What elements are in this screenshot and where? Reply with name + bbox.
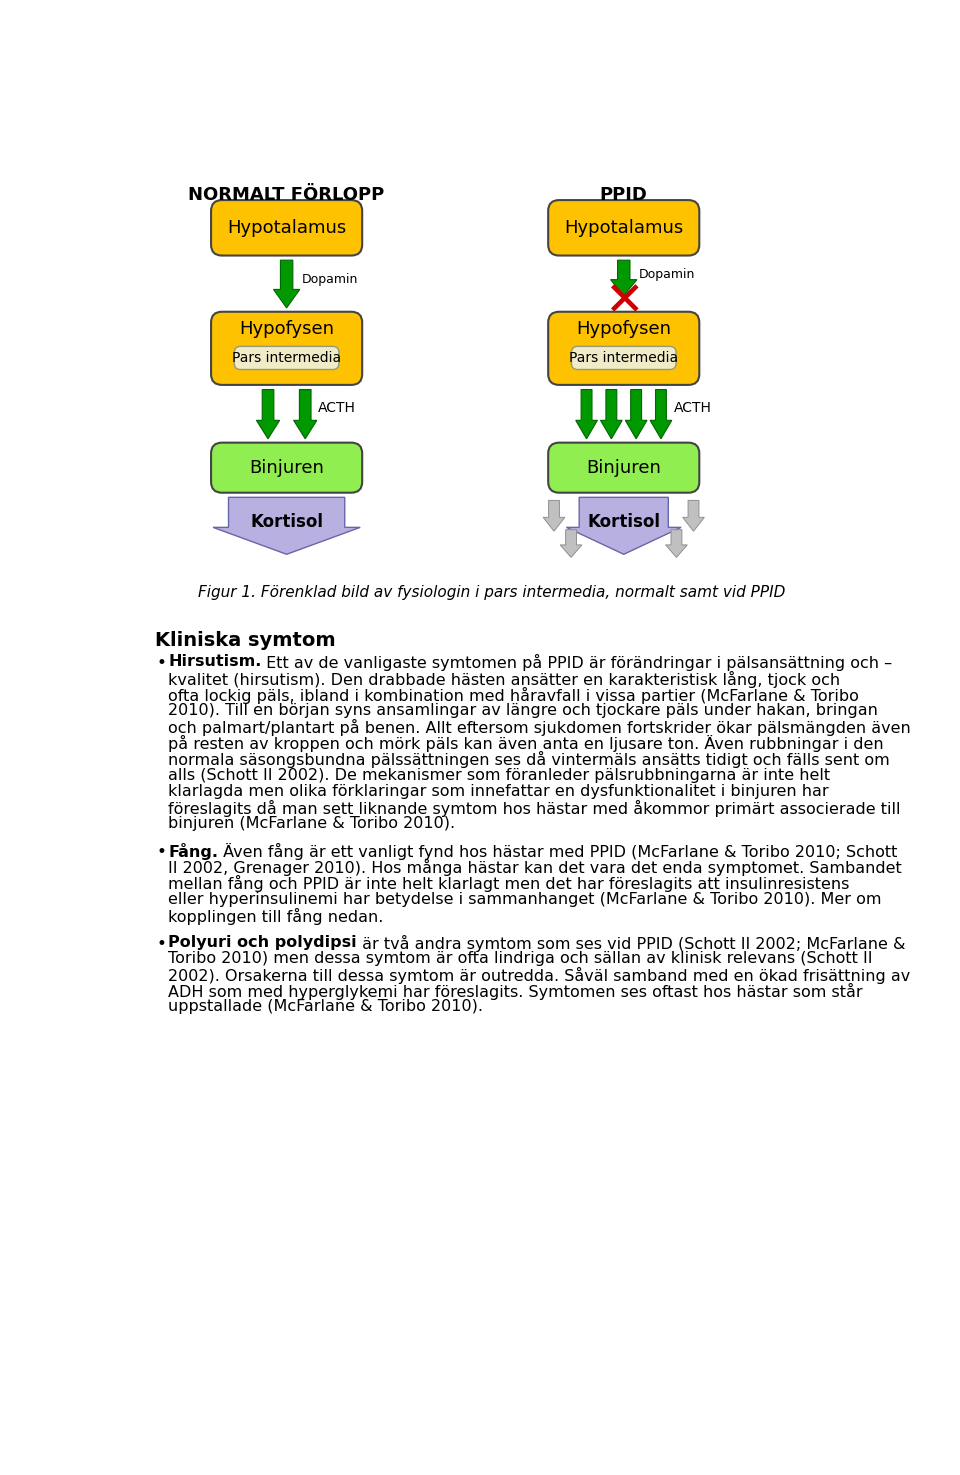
Text: Polyuri och polydipsi: Polyuri och polydipsi	[168, 935, 357, 950]
Text: binjuren (McFarlane & Toribo 2010).: binjuren (McFarlane & Toribo 2010).	[168, 816, 455, 830]
Polygon shape	[274, 260, 300, 308]
Text: Dopamin: Dopamin	[639, 267, 696, 280]
Text: på resten av kroppen och mörk päls kan även anta en ljusare ton. Även rubbningar: på resten av kroppen och mörk päls kan ä…	[168, 735, 883, 752]
Polygon shape	[625, 389, 647, 438]
Text: II 2002, Grenager 2010). Hos många hästar kan det vara det enda symptomet. Samba: II 2002, Grenager 2010). Hos många hästa…	[168, 860, 901, 876]
Text: normala säsongsbundna pälssättningen ses då vintermäls ansätts tidigt och fälls : normala säsongsbundna pälssättningen ses…	[168, 751, 890, 768]
Text: föreslagits då man sett liknande symtom hos hästar med åkommor primärt associera: föreslagits då man sett liknande symtom …	[168, 799, 900, 817]
Text: •: •	[156, 844, 166, 861]
Text: kvalitet (hirsutism). Den drabbade hästen ansätter en karakteristisk lång, tjock: kvalitet (hirsutism). Den drabbade häste…	[168, 671, 840, 687]
Text: Även fång är ett vanligt fynd hos hästar med PPID (McFarlane & Toribo 2010; Scho: Även fång är ett vanligt fynd hos hästar…	[218, 844, 898, 860]
FancyBboxPatch shape	[211, 311, 362, 385]
Text: Kliniska symtom: Kliniska symtom	[155, 631, 335, 650]
Text: mellan fång och PPID är inte helt klarlagt men det har föreslagits att insulinre: mellan fång och PPID är inte helt klarla…	[168, 875, 850, 892]
Text: eller hyperinsulinemi har betydelse i sammanhanget (McFarlane & Toribo 2010). Me: eller hyperinsulinemi har betydelse i sa…	[168, 891, 881, 907]
Polygon shape	[294, 389, 317, 438]
Polygon shape	[601, 389, 622, 438]
Polygon shape	[611, 260, 636, 295]
Text: NORMALT FÖRLOPP: NORMALT FÖRLOPP	[188, 186, 385, 204]
Text: Toribo 2010) men dessa symtom är ofta lindriga och sällan av klinisk relevans (S: Toribo 2010) men dessa symtom är ofta li…	[168, 951, 873, 966]
FancyBboxPatch shape	[548, 442, 699, 493]
Text: Hypofysen: Hypofysen	[576, 320, 671, 338]
FancyBboxPatch shape	[548, 311, 699, 385]
Text: Hypofysen: Hypofysen	[239, 320, 334, 338]
Polygon shape	[561, 530, 582, 558]
Text: och palmart/plantart på benen. Allt eftersom sjukdomen fortskrider ökar pälsmäng: och palmart/plantart på benen. Allt efte…	[168, 720, 911, 736]
Text: ACTH: ACTH	[318, 401, 355, 414]
Text: Dopamin: Dopamin	[302, 273, 358, 286]
FancyBboxPatch shape	[234, 347, 339, 370]
Text: klarlagda men olika förklaringar som innefattar en dysfunktionalitet i binjuren : klarlagda men olika förklaringar som inn…	[168, 783, 828, 799]
Text: Hypotalamus: Hypotalamus	[564, 218, 684, 237]
Polygon shape	[566, 497, 681, 555]
FancyBboxPatch shape	[548, 201, 699, 255]
Text: Binjuren: Binjuren	[250, 459, 324, 476]
Text: kopplingen till fång nedan.: kopplingen till fång nedan.	[168, 907, 383, 925]
Text: Pars intermedia: Pars intermedia	[232, 351, 341, 364]
Text: •: •	[156, 655, 166, 673]
Text: är två andra symtom som ses vid PPID (Schott II 2002; McFarlane &: är två andra symtom som ses vid PPID (Sc…	[357, 935, 905, 951]
Text: Figur 1. Förenklad bild av fysiologin i pars intermedia, normalt samt vid PPID: Figur 1. Förenklad bild av fysiologin i …	[199, 586, 785, 600]
Polygon shape	[665, 530, 687, 558]
Text: Hypotalamus: Hypotalamus	[227, 218, 347, 237]
Text: Fång.: Fång.	[168, 844, 218, 860]
FancyBboxPatch shape	[211, 201, 362, 255]
Polygon shape	[543, 500, 564, 531]
Text: Ett av de vanligaste symtomen på PPID är förändringar i pälsansättning och –: Ett av de vanligaste symtomen på PPID är…	[261, 655, 893, 671]
Text: ACTH: ACTH	[674, 401, 712, 414]
FancyBboxPatch shape	[211, 442, 362, 493]
Text: Kortisol: Kortisol	[251, 513, 324, 531]
Text: •: •	[156, 935, 166, 953]
Text: Hirsutism.: Hirsutism.	[168, 655, 261, 670]
Polygon shape	[683, 500, 705, 531]
Text: ofta lockig päls, ibland i kombination med håravfall i vissa partier (McFarlane : ofta lockig päls, ibland i kombination m…	[168, 687, 859, 704]
Polygon shape	[650, 389, 672, 438]
Text: ✕: ✕	[604, 280, 643, 326]
Polygon shape	[256, 389, 279, 438]
Text: alls (Schott II 2002). De mekanismer som föranleder pälsrubbningarna är inte hel: alls (Schott II 2002). De mekanismer som…	[168, 767, 830, 783]
Text: Kortisol: Kortisol	[588, 513, 660, 531]
Text: Pars intermedia: Pars intermedia	[569, 351, 679, 364]
Text: ADH som med hyperglykemi har föreslagits. Symtomen ses oftast hos hästar som stå: ADH som med hyperglykemi har föreslagits…	[168, 984, 863, 1000]
Polygon shape	[213, 497, 360, 555]
Text: PPID: PPID	[600, 186, 648, 204]
Text: 2010). Till en början syns ansamlingar av längre och tjockare päls under hakan, : 2010). Till en början syns ansamlingar a…	[168, 704, 878, 718]
Text: uppstallade (McFarlane & Toribo 2010).: uppstallade (McFarlane & Toribo 2010).	[168, 1000, 483, 1015]
Polygon shape	[576, 389, 597, 438]
Text: Binjuren: Binjuren	[587, 459, 661, 476]
FancyBboxPatch shape	[571, 347, 676, 370]
Text: 2002). Orsakerna till dessa symtom är outredda. Såväl samband med en ökad frisät: 2002). Orsakerna till dessa symtom är ou…	[168, 968, 910, 984]
